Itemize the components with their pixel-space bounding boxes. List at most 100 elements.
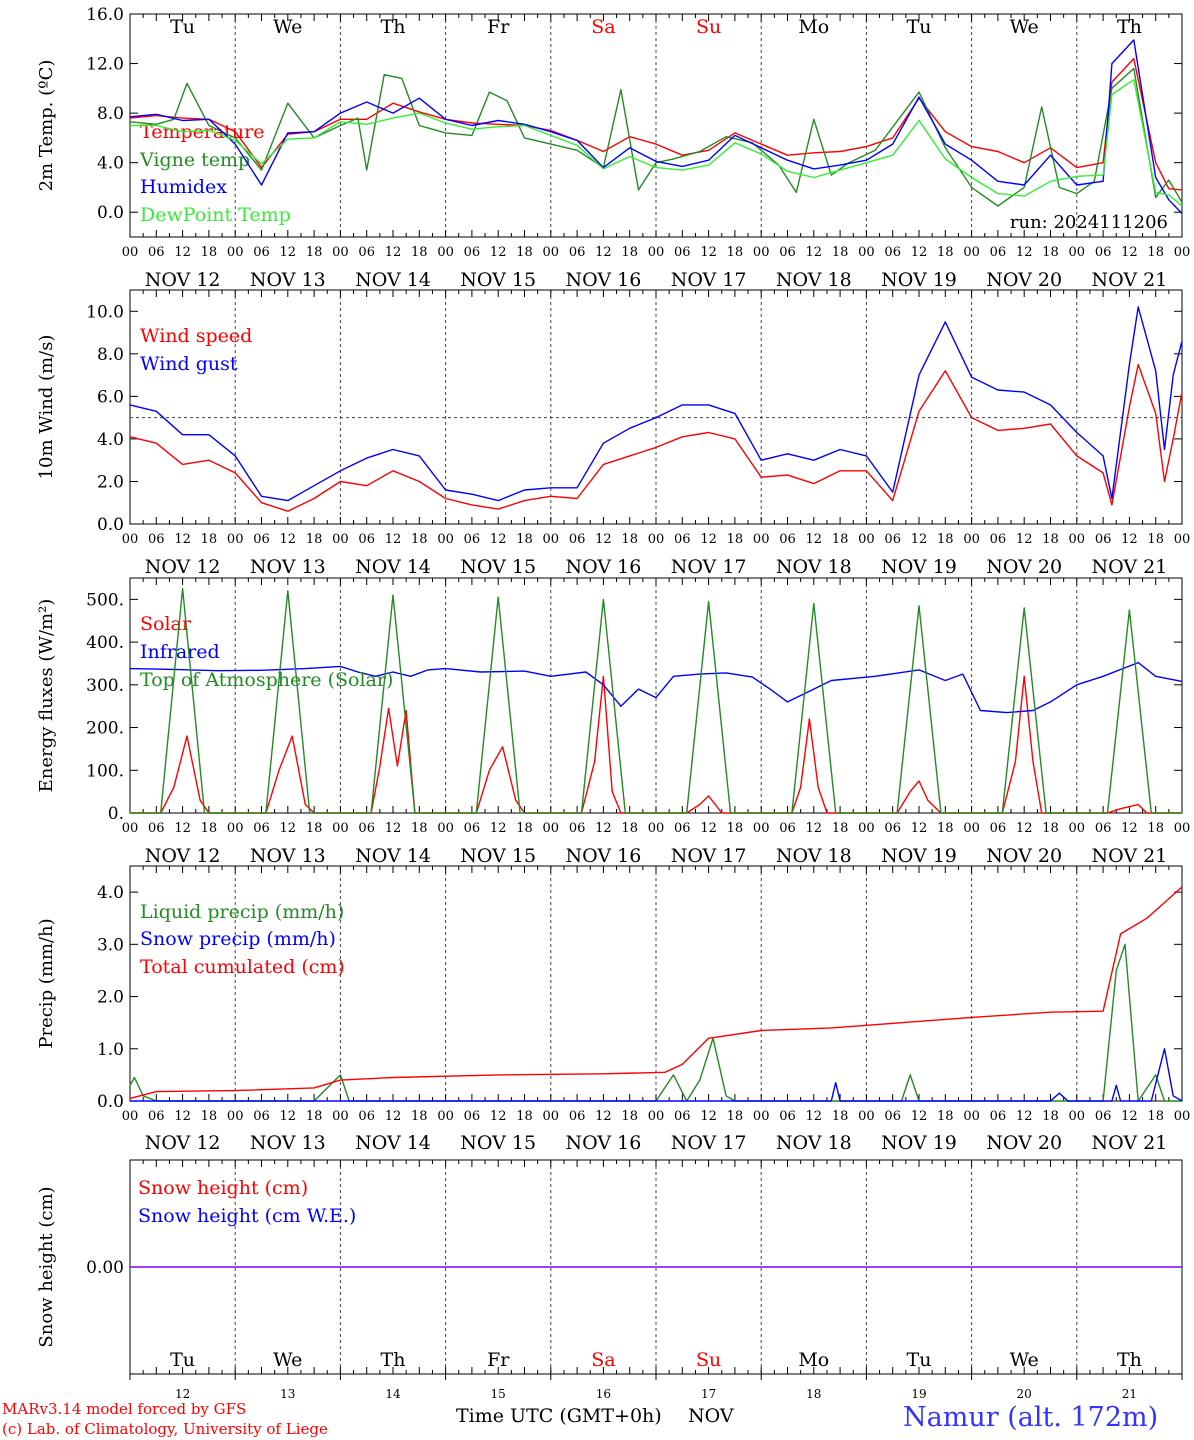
hour-label: 00	[122, 532, 139, 547]
date-label: NOV 15	[460, 556, 536, 578]
hour-label: 06	[674, 821, 691, 836]
date-label: NOV 12	[145, 556, 221, 578]
y-tick-label: 100.	[86, 761, 124, 781]
hour-label: 06	[569, 821, 586, 836]
hour-label: 00	[858, 821, 875, 836]
hour-label: 18	[411, 532, 428, 547]
hour-label: 12	[595, 821, 612, 836]
hour-label: 12	[280, 245, 297, 260]
hour-label: 18	[201, 245, 218, 260]
hour-label: 18	[937, 532, 954, 547]
date-label: NOV 21	[1091, 1132, 1167, 1154]
y-tick-label: 1.0	[97, 1040, 124, 1060]
date-label: NOV 14	[355, 269, 431, 291]
hour-label: 06	[464, 532, 481, 547]
hour-label: 18	[306, 532, 323, 547]
series-line-dewpoint-temp	[130, 78, 1183, 207]
run-label: run: 2024111206	[1010, 212, 1168, 233]
hour-label: 06	[884, 532, 901, 547]
hour-label: 00	[332, 532, 349, 547]
hour-label: 12	[385, 245, 402, 260]
hour-label: 00	[122, 245, 139, 260]
day-name: We	[273, 1349, 302, 1371]
hour-label: 12	[490, 1109, 507, 1124]
date-label: NOV 14	[355, 1132, 431, 1154]
hour-label: 18	[306, 245, 323, 260]
hour-label: 06	[148, 532, 165, 547]
hour-label: 18	[516, 821, 533, 836]
hour-label: 00	[753, 245, 770, 260]
hour-label: 12	[1121, 532, 1138, 547]
hour-label: 00	[227, 245, 244, 260]
hour-label: 12	[174, 532, 191, 547]
date-label: NOV 17	[671, 556, 747, 578]
hour-label: 12	[1016, 1109, 1033, 1124]
hour-label: 18	[411, 1109, 428, 1124]
hour-label: 00	[963, 245, 980, 260]
day-number: 12	[175, 1387, 190, 1401]
hour-label: 18	[1147, 532, 1164, 547]
hour-label: 18	[727, 1109, 744, 1124]
hour-label: 18	[306, 1109, 323, 1124]
series-line-total-cumulated-cm-	[129, 886, 1183, 1100]
day-number: 15	[491, 1387, 506, 1401]
y-tick-label: 0.00	[86, 1258, 124, 1278]
hour-label: 06	[990, 532, 1007, 547]
day-number: 17	[701, 1387, 716, 1401]
hour-label: 18	[937, 821, 954, 836]
hour-label: 06	[253, 821, 270, 836]
hour-label: 00	[332, 245, 349, 260]
y-tick-label: 2.0	[97, 988, 124, 1008]
hour-label: 00	[332, 1109, 349, 1124]
hour-label: 06	[1095, 821, 1112, 836]
hour-label: 06	[779, 245, 796, 260]
y-tick-label: 500.	[86, 590, 124, 610]
date-label: NOV 21	[1091, 845, 1167, 867]
hour-label: 00	[122, 821, 139, 836]
hour-label: 12	[1121, 245, 1138, 260]
y-tick-label: 200.	[86, 719, 124, 739]
hour-label: 06	[779, 1109, 796, 1124]
hour-label: 00	[963, 1109, 980, 1124]
hour-label: 18	[832, 1109, 849, 1124]
date-label: NOV 16	[565, 845, 641, 867]
hour-label: 06	[253, 1109, 270, 1124]
legend-entry: Total cumulated (cm)	[140, 956, 345, 978]
legend-entry: DewPoint Temp	[140, 204, 291, 226]
hour-label: 06	[779, 821, 796, 836]
legend-entry: Snow height (cm W.E.)	[138, 1205, 356, 1227]
hour-label: 18	[832, 532, 849, 547]
y-tick-label: 6.0	[97, 387, 124, 407]
hour-label: 12	[700, 245, 717, 260]
hour-label: 18	[621, 245, 638, 260]
series-line-humidex	[129, 39, 1183, 214]
hour-label: 12	[280, 1109, 297, 1124]
date-label: NOV 19	[881, 1132, 957, 1154]
y-tick-label: 400.	[86, 633, 124, 653]
hour-label: 18	[1042, 1109, 1059, 1124]
hour-label: 06	[148, 1109, 165, 1124]
hour-label: 00	[332, 821, 349, 836]
hour-label: 18	[621, 1109, 638, 1124]
y-tick-label: 0.0	[97, 1092, 124, 1112]
y-tick-label: 0.0	[97, 515, 124, 535]
hour-label: 00	[1069, 821, 1086, 836]
hour-label: 12	[700, 1109, 717, 1124]
date-label: NOV 13	[250, 845, 326, 867]
hour-label: 12	[1016, 821, 1033, 836]
hour-label: 06	[674, 1109, 691, 1124]
date-label: NOV 16	[565, 269, 641, 291]
hour-label: 06	[990, 1109, 1007, 1124]
hour-label: 18	[1042, 245, 1059, 260]
day-name: Sa	[591, 16, 615, 38]
y-tick-label: 4.0	[97, 883, 124, 903]
hour-label: 18	[306, 821, 323, 836]
hour-label: 00	[1174, 532, 1191, 547]
series-line-snow-precip-mm-h-	[130, 1048, 1183, 1102]
series-line-solar	[130, 675, 1182, 814]
hour-label: 00	[437, 532, 454, 547]
hour-label: 12	[806, 532, 823, 547]
hour-label: 00	[543, 245, 560, 260]
date-label: NOV 18	[776, 845, 852, 867]
hour-label: 12	[1121, 821, 1138, 836]
